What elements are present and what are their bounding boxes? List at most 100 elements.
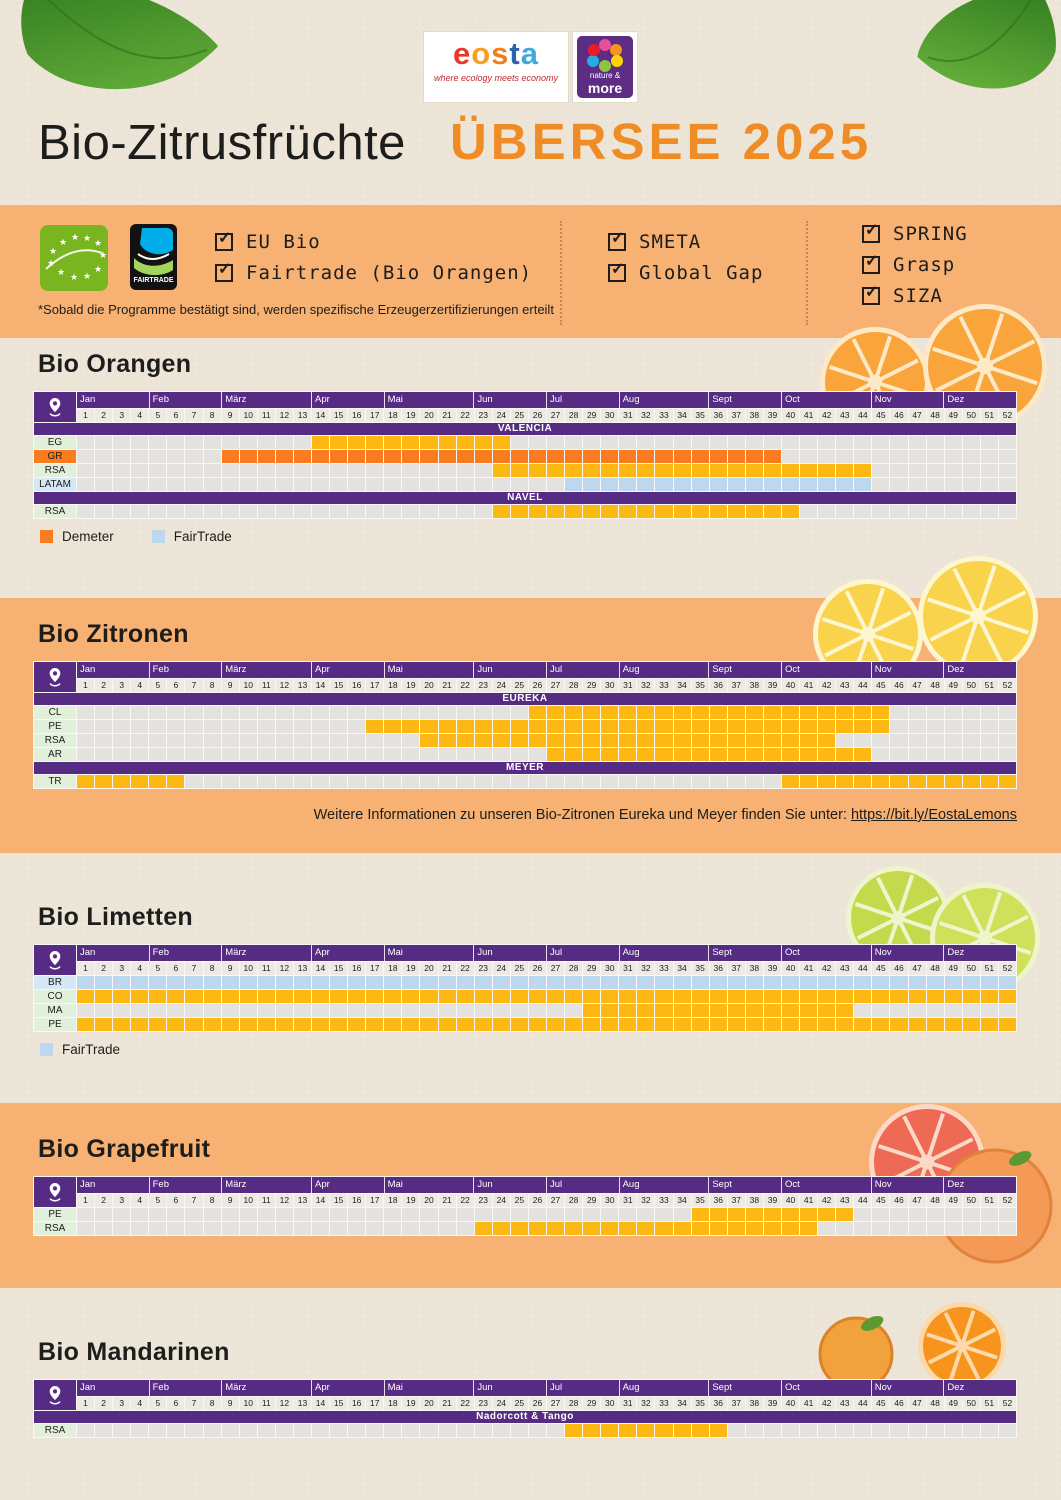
week-cell (167, 734, 185, 747)
week-number: 10 (239, 1194, 257, 1207)
fairtrade-logo: FAIRTRADE (130, 224, 177, 290)
week-cell (619, 706, 637, 719)
week-cell (926, 976, 944, 989)
week-cell (113, 450, 131, 463)
week-cell (836, 775, 854, 788)
week-cell (528, 1004, 546, 1017)
svg-text:★: ★ (49, 247, 57, 257)
week-cell (836, 720, 854, 733)
week-cell (348, 1004, 366, 1017)
month-label: Feb (148, 1177, 222, 1193)
week-number: 50 (962, 1397, 980, 1410)
week-cell (890, 464, 908, 477)
week-cell (330, 990, 348, 1003)
week-cell (384, 1018, 402, 1031)
week-cell (77, 706, 95, 719)
cert-label: Grasp (893, 254, 956, 276)
week-cell (763, 1424, 781, 1437)
week-cell (528, 436, 546, 449)
week-cell (330, 478, 348, 491)
week-cell (528, 1222, 546, 1235)
calendar-row: GR (34, 450, 1016, 463)
month-header-row: Jan Feb März Apr Mai Jun Jul Aug Sept Oct Nov Dez (77, 1177, 1016, 1193)
week-number: 44 (854, 679, 872, 692)
week-cell (673, 450, 691, 463)
week-cell (113, 748, 131, 761)
week-cell (854, 1018, 872, 1031)
week-cell (619, 775, 637, 788)
week-cell (257, 450, 275, 463)
week-number: 1 (77, 679, 95, 692)
week-cell (637, 990, 655, 1003)
week-cell (944, 505, 962, 518)
week-cell (980, 775, 998, 788)
week-cell (167, 1424, 185, 1437)
week-cell (257, 720, 275, 733)
origin-label: AR (34, 748, 76, 761)
week-number: 39 (763, 1194, 781, 1207)
week-cell (131, 436, 149, 449)
week-cell (619, 450, 637, 463)
lemons-info-link[interactable]: https://bit.ly/EostaLemons (850, 807, 1017, 823)
check-icon: ✓ (865, 222, 879, 239)
week-number: 2 (95, 679, 113, 692)
week-number: 6 (167, 1397, 185, 1410)
week-cell (275, 748, 293, 761)
week-cell (456, 436, 474, 449)
week-cell (601, 990, 619, 1003)
week-cell (77, 505, 95, 518)
week-cell (944, 464, 962, 477)
week-cell (619, 478, 637, 491)
week-cell (438, 775, 456, 788)
cert-label: Global Gap (639, 262, 764, 284)
week-number: 45 (872, 679, 890, 692)
week-cell (836, 1004, 854, 1017)
week-number: 21 (438, 409, 456, 422)
week-number: 16 (348, 409, 366, 422)
week-cell (800, 706, 818, 719)
week-number: 29 (583, 679, 601, 692)
week-cell (745, 990, 763, 1003)
week-cell (492, 436, 510, 449)
week-cell (330, 1222, 348, 1235)
week-cell (330, 720, 348, 733)
section-title-bio-zitronen: Bio Zitronen (38, 620, 189, 648)
calendar-header: Jan Feb März Apr Mai Jun Jul Aug Sept Oct Nov Dez 1 2… (34, 1380, 1016, 1410)
week-cell (673, 505, 691, 518)
week-cell (239, 976, 257, 989)
week-number: 50 (962, 409, 980, 422)
svg-text:FAIRTRADE: FAIRTRADE (133, 277, 173, 284)
week-cell (727, 990, 745, 1003)
week-cell (492, 976, 510, 989)
week-number: 14 (312, 679, 330, 692)
week-cell (293, 478, 311, 491)
week-cell (547, 1424, 565, 1437)
week-cell (836, 734, 854, 747)
month-label: Jan (80, 1382, 96, 1393)
week-number: 1 (77, 1194, 95, 1207)
week-number: 18 (384, 962, 402, 975)
week-number-row: 1 2 3 4 5 6 7 8 9 10 11 12 13 14 15 16 17 18 19 20 21 22 23 24 2… (77, 1194, 1016, 1207)
check-icon: ✓ (865, 253, 879, 270)
week-number: 7 (185, 679, 203, 692)
week-cell (366, 990, 384, 1003)
checkbox-icon: ✓ (862, 222, 880, 243)
month-label: März (221, 1380, 311, 1396)
week-cell (709, 464, 727, 477)
week-cell (745, 478, 763, 491)
week-cell (474, 748, 492, 761)
week-cell (926, 505, 944, 518)
week-cell (872, 748, 890, 761)
week-cell (691, 436, 709, 449)
week-number: 10 (239, 409, 257, 422)
week-cell (854, 1424, 872, 1437)
week-number: 25 (510, 409, 528, 422)
week-cell (691, 976, 709, 989)
week-number: 44 (854, 409, 872, 422)
week-cell (77, 976, 95, 989)
week-number: 17 (366, 679, 384, 692)
week-cell (836, 1018, 854, 1031)
week-cell (510, 976, 528, 989)
week-cell (257, 1222, 275, 1235)
cert-column-2: ✓ SMETA ✓ Global Gap (608, 230, 764, 293)
